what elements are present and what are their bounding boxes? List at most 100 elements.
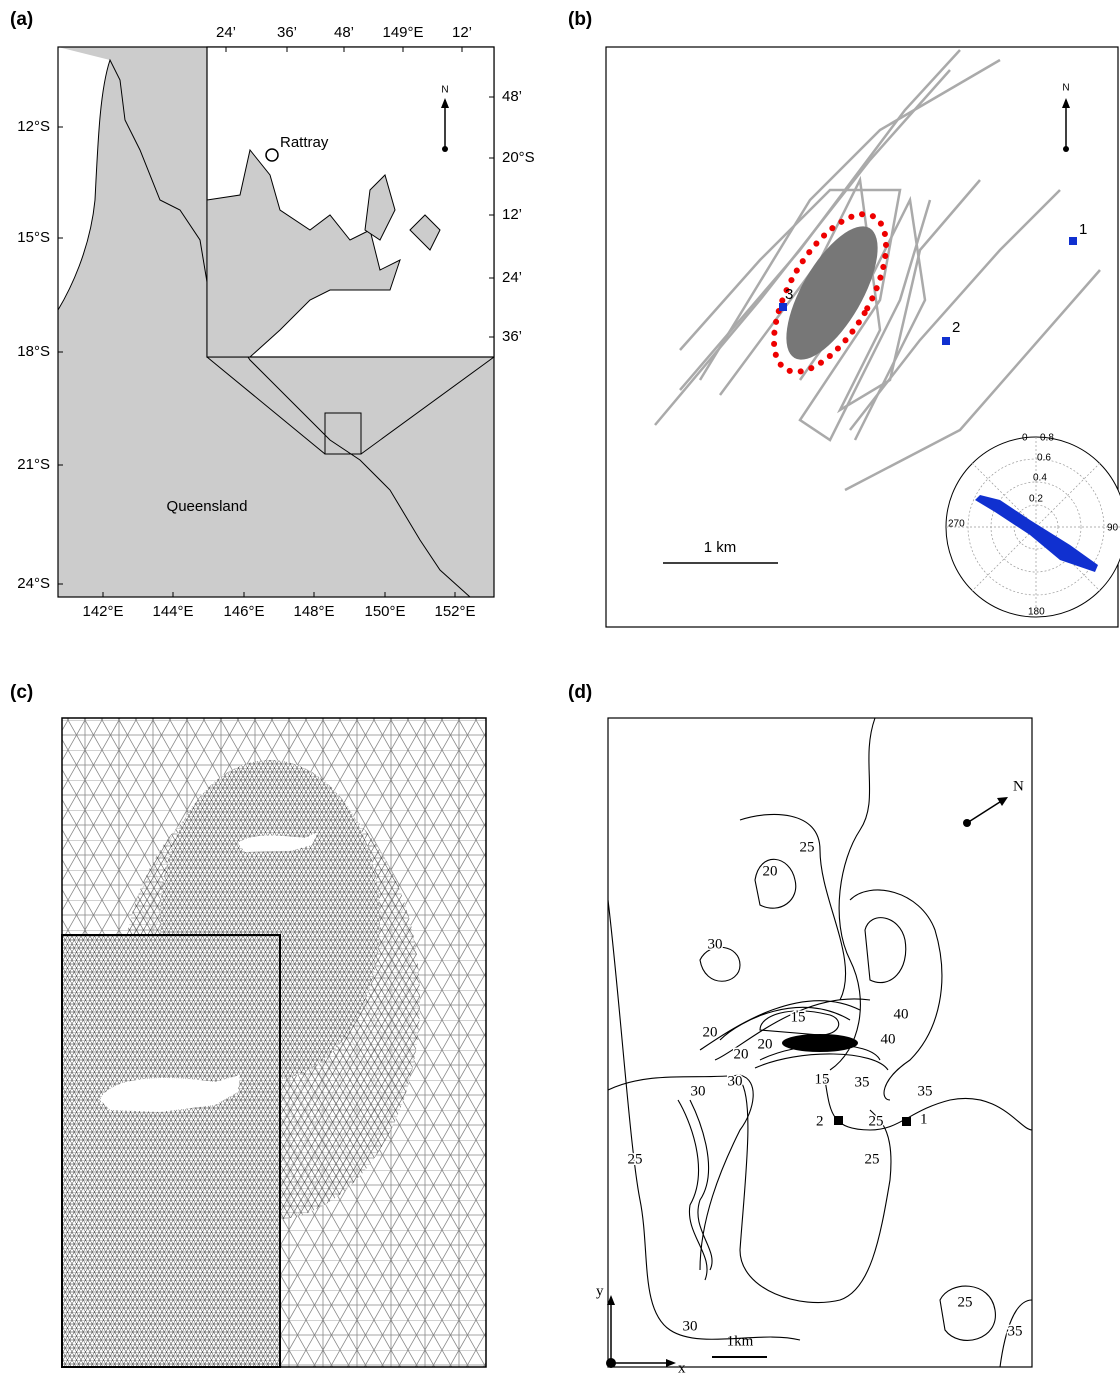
- north-arrow: [441, 98, 449, 108]
- left-tick-label: 21°S: [17, 456, 50, 473]
- station: [779, 303, 787, 311]
- frame: [607, 717, 1033, 1368]
- polar-radial: 0.6: [1037, 453, 1051, 464]
- north-arrow: [1062, 98, 1070, 108]
- right-tick-label: 36’: [502, 328, 522, 345]
- polar-angle: 180: [1028, 607, 1045, 618]
- station-label: 2: [952, 319, 960, 336]
- left-tick-label: 24°S: [17, 575, 50, 592]
- polar-radial: 0.4: [1033, 473, 1047, 484]
- axis-arrow: [666, 1359, 676, 1367]
- bottom-tick-label: 150°E: [364, 603, 405, 620]
- north-arrow: [966, 799, 1004, 824]
- bottom-tick-label: 144°E: [152, 603, 193, 620]
- contour-label: 30: [728, 1073, 743, 1089]
- panel-label: (d): [568, 682, 592, 703]
- contour-label: 25: [628, 1151, 643, 1167]
- north-label: N: [1013, 778, 1024, 794]
- contour-label: 35: [855, 1074, 870, 1090]
- north-arrow: [1063, 146, 1069, 152]
- polar-radial: 0.8: [1040, 433, 1054, 444]
- station-label: 2: [816, 1113, 824, 1129]
- region-label: Queensland: [167, 498, 248, 515]
- site-label: Rattray: [280, 134, 329, 151]
- bottom-tick-label: 148°E: [293, 603, 334, 620]
- contour-label: 20: [703, 1024, 718, 1040]
- north-label: N: [441, 85, 448, 96]
- bottom-tick-label: 146°E: [223, 603, 264, 620]
- right-tick-label: 48’: [502, 88, 522, 105]
- contour-label: 15: [815, 1071, 830, 1087]
- islands: [364, 174, 441, 251]
- contour-label: 35: [1008, 1323, 1023, 1339]
- contour-label: 30: [683, 1318, 698, 1334]
- station: [902, 1117, 911, 1126]
- axis-arrow: [607, 1295, 615, 1305]
- contour-label: 25: [865, 1151, 880, 1167]
- panel-c: (c): [10, 682, 487, 1368]
- station-label: 3: [785, 286, 793, 303]
- zoom-line: [206, 356, 326, 455]
- panel-label: (a): [10, 9, 33, 30]
- left-tick-label: 15°S: [17, 229, 50, 246]
- frame: [605, 46, 1119, 628]
- coast: [57, 58, 472, 598]
- axis-label: y: [596, 1283, 604, 1299]
- polar-angle: 270: [948, 519, 965, 530]
- frame: [61, 717, 487, 1368]
- reef-hole: [238, 832, 318, 852]
- top-tick-label: 149°E: [382, 24, 423, 41]
- scale-label: 1km: [727, 1333, 754, 1349]
- contour-label: 20: [763, 863, 778, 879]
- inset-land: [206, 148, 401, 358]
- contour-label: 35: [918, 1083, 933, 1099]
- polar-radial: 0.2: [1029, 494, 1043, 505]
- polar-angle: 0: [1022, 433, 1028, 444]
- contour-label: 20: [734, 1046, 749, 1062]
- axis-origin: [606, 1358, 616, 1368]
- zoom-box: [324, 412, 362, 455]
- top-tick-label: 48’: [334, 24, 354, 41]
- top-tick-label: 12’: [452, 24, 472, 41]
- reef-hole: [100, 1075, 240, 1112]
- left-tick-label: 12°S: [17, 118, 50, 135]
- station-label: 1: [1079, 221, 1087, 238]
- polar-angle: 90: [1107, 523, 1119, 534]
- polar-plot: 0 90 180 270 0.8 0.6 0.4 0.2: [945, 433, 1120, 618]
- station-label: 1: [920, 1111, 928, 1127]
- site-marker: [265, 148, 279, 162]
- contour-label: 20: [758, 1036, 773, 1052]
- tracks: [654, 49, 1101, 492]
- bottom-tick-label: 142°E: [82, 603, 123, 620]
- contour-label: 15: [791, 1009, 806, 1025]
- station: [834, 1116, 843, 1125]
- reef: [786, 226, 878, 360]
- axis-label: x: [678, 1360, 686, 1374]
- contour-label: 30: [691, 1083, 706, 1099]
- right-tick-label: 12’: [502, 206, 522, 223]
- contour-label: 25: [958, 1294, 973, 1310]
- contour-label: 40: [881, 1031, 896, 1047]
- zoom-line: [360, 356, 495, 455]
- panel-b: (b) 1 2 3 N 1 km 0 90 180 270 0.8 0.6 0.…: [568, 9, 1120, 628]
- left-tick-label: 18°S: [17, 343, 50, 360]
- panel-d: (d) 25 20 30 15 20 20 20 40 40 35 15 35 30 30 25 25 25 25…: [568, 682, 1033, 1376]
- reef-outline: [771, 211, 889, 375]
- bottom-tick-label: 152°E: [434, 603, 475, 620]
- station: [942, 337, 950, 345]
- contour-label: 25: [800, 839, 815, 855]
- panel-label: (b): [568, 9, 592, 30]
- panel-label: (c): [10, 682, 33, 703]
- north-arrow: [997, 797, 1008, 806]
- right-tick-label: 24’: [502, 269, 522, 286]
- top-tick-label: 24’: [216, 24, 236, 41]
- inset-mesh: [62, 935, 280, 1367]
- north-arrow: [442, 146, 448, 152]
- reef: [782, 1034, 858, 1052]
- top-tick-label: 36’: [277, 24, 297, 41]
- scale-label: 1 km: [704, 539, 737, 556]
- station: [1069, 237, 1077, 245]
- contour-label: 30: [708, 936, 723, 952]
- contour-label: 40: [894, 1006, 909, 1022]
